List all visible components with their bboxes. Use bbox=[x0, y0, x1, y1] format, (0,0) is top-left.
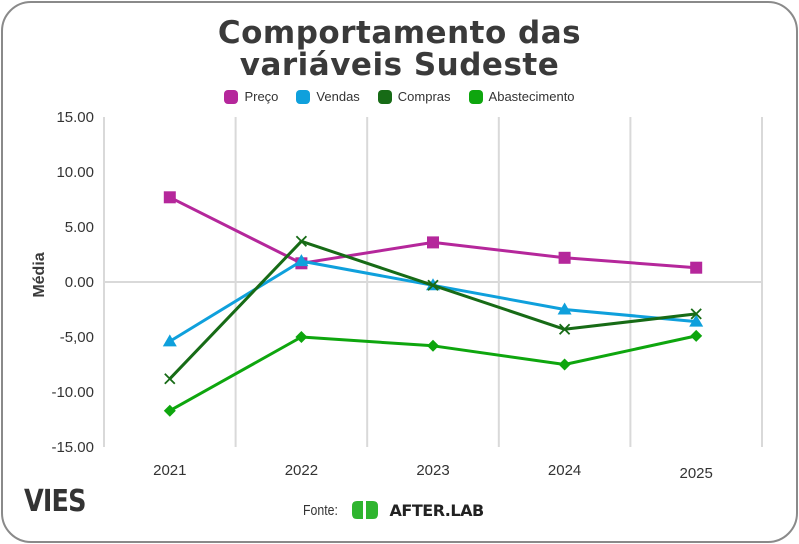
y-tick-label: -15.00 bbox=[51, 439, 94, 456]
x-tick-label: 2025 bbox=[680, 465, 713, 482]
source-label: Fonte: bbox=[303, 501, 338, 519]
y-tick-label: -10.00 bbox=[51, 384, 94, 401]
data-point-compras bbox=[164, 373, 176, 385]
data-point-preco bbox=[163, 191, 176, 204]
data-point-vendas bbox=[294, 254, 309, 267]
y-tick-label: -5,00 bbox=[60, 329, 94, 346]
vies-logo: VIES bbox=[24, 484, 86, 519]
series-line-preco bbox=[169, 195, 697, 270]
data-point-preco bbox=[427, 236, 439, 249]
data-point-preco bbox=[690, 261, 703, 274]
afterlab-logo-icon bbox=[351, 501, 378, 519]
x-tick-label: 2023 bbox=[416, 462, 449, 479]
data-point-compras bbox=[558, 323, 571, 335]
y-tick-label: 15.00 bbox=[56, 109, 94, 126]
chart-title: Comportamento das variáveis Sudeste bbox=[0, 17, 799, 81]
data-point-abastecimento bbox=[427, 339, 439, 352]
legend-label: Abastecimento bbox=[488, 89, 575, 104]
legend-label: Vendas bbox=[316, 89, 360, 104]
y-tick-label: 5.00 bbox=[65, 219, 94, 236]
legend-item-abastecimento[interactable]: Abastecimento bbox=[468, 89, 575, 104]
series-group bbox=[162, 191, 704, 417]
y-tick-label: 10.00 bbox=[56, 164, 94, 181]
data-point-abastecimento bbox=[295, 331, 308, 343]
legend-item-vendas[interactable]: Vendas bbox=[296, 89, 360, 104]
legend-swatch-abastecimento bbox=[468, 89, 483, 104]
x-axis-ticks: 2021 2022 2023 2024 2025 bbox=[153, 462, 713, 482]
chart-title-line-2: variáveis Sudeste bbox=[239, 47, 560, 83]
data-point-vendas bbox=[689, 314, 704, 327]
legend-item-compras[interactable]: Compras bbox=[377, 89, 451, 104]
data-point-abastecimento bbox=[558, 358, 571, 371]
series-compras bbox=[164, 235, 702, 385]
x-tick-label: 2024 bbox=[548, 462, 581, 479]
legend-item-preco[interactable]: Preço bbox=[224, 89, 278, 104]
data-point-abastecimento bbox=[690, 329, 703, 342]
x-tick-label: 2021 bbox=[153, 462, 186, 479]
data-point-compras bbox=[295, 235, 308, 247]
legend: Preço Vendas Compras Abastecimento bbox=[0, 89, 799, 104]
legend-label: Preço bbox=[244, 89, 279, 104]
data-point-vendas bbox=[557, 302, 572, 315]
y-tick-label: 0.00 bbox=[65, 274, 94, 291]
data-point-compras bbox=[690, 308, 702, 320]
source-name: AFTER.LAB bbox=[389, 500, 485, 520]
chart-title-line-1: Comportamento das bbox=[217, 15, 582, 51]
x-tick-label: 2022 bbox=[285, 462, 318, 479]
series-line-vendas bbox=[169, 259, 697, 343]
legend-swatch-preco bbox=[224, 89, 239, 104]
data-point-vendas bbox=[162, 334, 177, 347]
source-footer: Fonte: AFTER.LAB bbox=[303, 498, 484, 522]
y-axis-ticks: 15.00 10.00 5.00 0.00 -5,00 -10.00 -15.00 bbox=[51, 109, 94, 456]
series-preco bbox=[163, 191, 703, 274]
legend-swatch-vendas bbox=[296, 89, 311, 104]
legend-swatch-compras bbox=[377, 89, 392, 104]
data-point-compras bbox=[427, 279, 439, 291]
data-point-abastecimento bbox=[163, 404, 176, 417]
series-abastecimento bbox=[163, 329, 703, 417]
legend-label: Compras bbox=[397, 89, 451, 104]
data-point-preco bbox=[558, 251, 571, 264]
